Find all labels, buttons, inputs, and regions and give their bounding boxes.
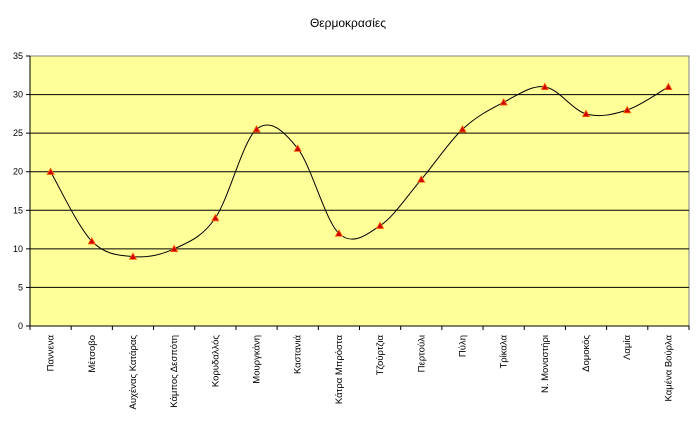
data-point bbox=[623, 105, 632, 114]
y-tick-label: 10 bbox=[13, 244, 23, 254]
plot-area bbox=[29, 55, 690, 327]
x-axis: Παννενα Μέτσοβο Αυχένας Κατάρας Κάμπος Δεσπ… bbox=[29, 325, 690, 410]
x-tick-label: Αυχένας Κατάρας bbox=[128, 335, 139, 410]
chart-title: Θερμοκρασίες bbox=[310, 16, 386, 30]
y-axis: 0 5 10 15 20 25 30 35 bbox=[13, 51, 31, 331]
x-tick-label: Ν. Μοναστήρι bbox=[540, 335, 551, 393]
x-tick-label: Κάμπος Δεσπότη bbox=[169, 335, 180, 408]
data-point bbox=[334, 229, 344, 237]
y-tick-label: 5 bbox=[18, 282, 23, 292]
gridlines bbox=[30, 94, 689, 288]
data-point bbox=[169, 244, 179, 253]
y-tick-label: 35 bbox=[13, 51, 23, 61]
x-tick-label: Κάτρα Μπρόστα bbox=[334, 335, 345, 405]
data-point bbox=[375, 221, 385, 229]
data-point bbox=[540, 82, 550, 91]
data-point bbox=[128, 252, 138, 260]
y-tick-label: 0 bbox=[18, 321, 23, 331]
data-point bbox=[664, 82, 673, 91]
x-tick-label: Παννενα bbox=[46, 335, 57, 372]
x-tick-label: Περτούλι bbox=[416, 335, 427, 372]
data-point bbox=[417, 175, 426, 183]
y-tick-label: 25 bbox=[13, 128, 23, 138]
x-tick-label: Μουργκάνη bbox=[252, 335, 263, 384]
data-point bbox=[46, 167, 55, 175]
series-layer bbox=[46, 82, 673, 260]
data-point bbox=[581, 109, 591, 118]
x-tick-label: Δομοκός bbox=[581, 335, 592, 372]
y-tick-label: 30 bbox=[13, 90, 23, 100]
data-point bbox=[211, 213, 220, 222]
series-line bbox=[50, 86, 669, 258]
x-tick-label: Μέτσοβο bbox=[87, 335, 98, 373]
data-point bbox=[293, 144, 302, 152]
y-tick-label: 20 bbox=[13, 167, 23, 177]
x-tick-label: Τζούρτζια bbox=[375, 334, 386, 375]
x-tick-label: Πύλη bbox=[457, 335, 468, 357]
data-point bbox=[458, 124, 467, 133]
x-tick-label: Καστανιά bbox=[293, 335, 304, 375]
x-tick-label: Τρίκαλα bbox=[499, 334, 510, 368]
data-point bbox=[87, 236, 96, 245]
x-tick-label: Κορυδαλλός bbox=[210, 335, 221, 388]
y-tick-label: 15 bbox=[13, 205, 23, 215]
x-tick-label: Λαμία bbox=[622, 334, 633, 359]
data-point bbox=[252, 124, 261, 133]
data-point bbox=[499, 97, 508, 106]
x-tick-label: Καμένα Βούρλα bbox=[663, 335, 674, 402]
